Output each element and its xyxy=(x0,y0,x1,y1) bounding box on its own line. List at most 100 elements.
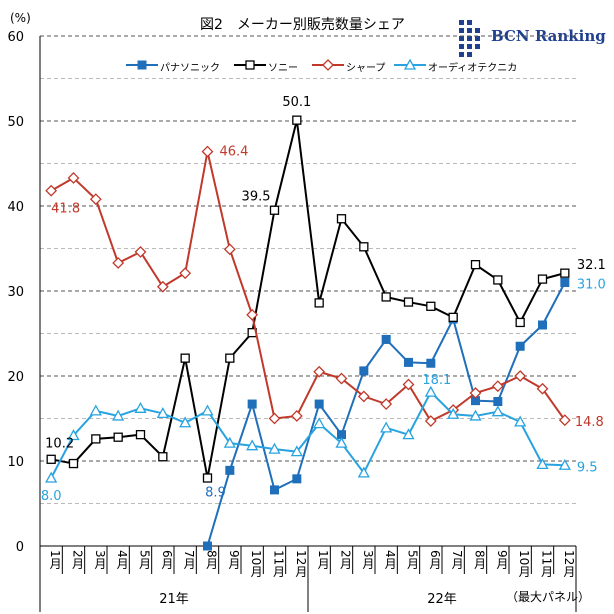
data-point xyxy=(112,257,125,269)
series-line xyxy=(206,282,566,547)
data-point xyxy=(158,452,168,462)
legend-marker-filled-square-icon xyxy=(126,60,158,70)
data-point xyxy=(313,365,326,378)
data-point xyxy=(156,407,169,419)
footnote: （最大パネル） xyxy=(506,590,590,604)
data-point xyxy=(270,485,279,495)
x-tick-label: 4月 xyxy=(115,550,129,570)
data-label: 50.1 xyxy=(282,95,311,110)
data-point xyxy=(269,205,280,215)
data-point xyxy=(46,454,56,464)
x-tick-label: 7月 xyxy=(182,550,196,570)
data-point xyxy=(290,410,303,422)
y-axis-unit: (%) xyxy=(10,11,31,25)
x-tick-label: 1月 xyxy=(48,550,62,570)
data-point xyxy=(491,380,504,393)
data-point xyxy=(246,308,259,321)
data-point xyxy=(335,436,348,448)
x-tick-label: 3月 xyxy=(361,550,375,570)
legend-marker-open-triangle-icon xyxy=(394,58,426,70)
series-3 xyxy=(45,385,571,483)
data-point xyxy=(514,370,527,382)
data-point xyxy=(67,172,80,184)
data-point xyxy=(247,399,257,409)
data-point xyxy=(493,275,503,285)
data-point xyxy=(424,415,437,427)
data-point xyxy=(537,274,548,284)
data-point xyxy=(359,366,369,376)
legend-label: オーディオテクニカ xyxy=(428,63,518,74)
x-tick-label: 10月 xyxy=(249,550,263,578)
x-tick-label: 12月 xyxy=(294,550,308,578)
data-point xyxy=(426,358,436,368)
data-point xyxy=(402,378,415,391)
data-point xyxy=(402,428,415,440)
data-point xyxy=(203,541,212,551)
data-point xyxy=(89,404,102,416)
data-point xyxy=(246,439,259,451)
data-point xyxy=(491,405,504,417)
data-point xyxy=(179,267,192,280)
data-point xyxy=(469,409,482,421)
x-tick-label: 2月 xyxy=(71,550,85,570)
x-tick-label: 8月 xyxy=(205,550,219,570)
data-point xyxy=(469,387,482,399)
data-point xyxy=(179,416,192,428)
data-point xyxy=(292,115,302,125)
chart-title: 図2 メーカー別販売数量シェア xyxy=(200,17,405,33)
data-point xyxy=(493,397,503,406)
data-point xyxy=(381,292,391,302)
x-tick-label: 12月 xyxy=(562,550,576,578)
series-2 xyxy=(45,145,571,427)
data-point xyxy=(223,243,236,256)
data-point xyxy=(404,357,413,367)
data-point xyxy=(225,465,235,475)
data-point xyxy=(536,382,549,395)
data-point xyxy=(313,417,326,429)
data-point xyxy=(135,429,146,440)
data-point xyxy=(336,214,347,224)
data-point xyxy=(201,404,214,416)
data-point xyxy=(202,473,213,483)
data-point xyxy=(515,341,525,351)
y-tick-label: 50 xyxy=(7,115,24,130)
x-tick-label: 5月 xyxy=(138,550,152,570)
data-point xyxy=(201,145,214,158)
series-line xyxy=(50,119,566,479)
data-point xyxy=(112,409,125,421)
x-tick-label: 7月 xyxy=(450,550,464,570)
data-point xyxy=(290,445,303,457)
data-point xyxy=(357,390,370,403)
year-group-label: 21年 xyxy=(159,592,189,607)
data-point xyxy=(448,312,458,323)
data-point xyxy=(91,434,101,444)
logo-dot-grid-icon xyxy=(459,20,480,57)
data-point xyxy=(560,268,570,278)
legend-marker-open-diamond-icon xyxy=(312,59,344,71)
data-point xyxy=(45,471,58,483)
data-point xyxy=(314,399,324,409)
data-point xyxy=(514,415,527,427)
data-point xyxy=(380,398,393,410)
data-point xyxy=(381,334,391,344)
data-label: 41.8 xyxy=(51,202,80,217)
data-point xyxy=(538,320,547,330)
legend-label: ソニー xyxy=(268,63,298,74)
data-point xyxy=(558,458,571,470)
x-tick-label: 10月 xyxy=(517,550,531,578)
data-point xyxy=(314,298,324,308)
data-point xyxy=(268,412,281,425)
x-tick-label: 11月 xyxy=(272,550,286,578)
data-point xyxy=(134,401,147,413)
data-point xyxy=(89,193,102,206)
data-point xyxy=(380,421,393,433)
x-tick-label: 2月 xyxy=(339,550,353,570)
data-label: 31.0 xyxy=(577,278,606,293)
data-label: 9.5 xyxy=(577,460,598,475)
data-point xyxy=(447,407,460,419)
data-label: 46.4 xyxy=(220,145,249,160)
series-0 xyxy=(203,278,570,551)
y-tick-label: 10 xyxy=(7,455,24,470)
data-label: 8.9 xyxy=(205,485,226,500)
